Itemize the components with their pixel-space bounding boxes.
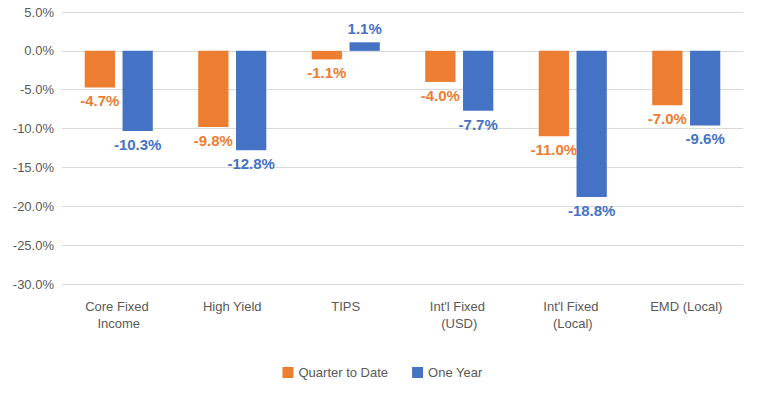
svg-text:Core Fixed: Core Fixed	[85, 299, 152, 314]
svg-text:-30.0%: -30.0%	[13, 277, 55, 292]
svg-text:-4.7%: -4.7%	[80, 92, 119, 109]
svg-text:-10.3%: -10.3%	[114, 136, 162, 153]
svg-text:EMD (Local): EMD (Local)	[650, 299, 722, 314]
svg-text:-7.0%: -7.0%	[648, 110, 687, 127]
svg-text:Income: Income	[97, 316, 140, 331]
svg-text:(USD): (USD)	[441, 316, 477, 331]
svg-text:-11.0%: -11.0%	[530, 141, 577, 158]
svg-text:-18.8%: -18.8%	[568, 202, 616, 219]
svg-text:1.1%: 1.1%	[348, 20, 382, 37]
svg-text:-15.0%: -15.0%	[13, 160, 55, 175]
svg-text:-9.8%: -9.8%	[194, 132, 233, 149]
svg-text:-12.8%: -12.8%	[227, 155, 275, 172]
svg-text:-7.7%: -7.7%	[459, 116, 498, 133]
svg-text:-1.1%: -1.1%	[307, 64, 346, 81]
svg-text:0.0%: 0.0%	[24, 43, 54, 58]
svg-text:One Year: One Year	[428, 365, 483, 380]
svg-text:TIPS: TIPS	[331, 299, 360, 314]
svg-text:-20.0%: -20.0%	[13, 199, 55, 214]
svg-text:(Local): (Local)	[553, 316, 593, 331]
svg-text:-25.0%: -25.0%	[13, 238, 55, 253]
svg-text:-9.6%: -9.6%	[686, 130, 725, 147]
svg-text:-5.0%: -5.0%	[20, 82, 54, 97]
svg-text:5.0%: 5.0%	[24, 5, 54, 20]
svg-text:-4.0%: -4.0%	[421, 87, 460, 104]
svg-text:Int'l Fixed: Int'l Fixed	[430, 299, 489, 314]
svg-text:Int'l Fixed: Int'l Fixed	[543, 299, 602, 314]
svg-text:Quarter to Date: Quarter to Date	[298, 365, 388, 380]
svg-text:-10.0%: -10.0%	[13, 121, 55, 136]
svg-text:High Yield: High Yield	[203, 299, 262, 314]
